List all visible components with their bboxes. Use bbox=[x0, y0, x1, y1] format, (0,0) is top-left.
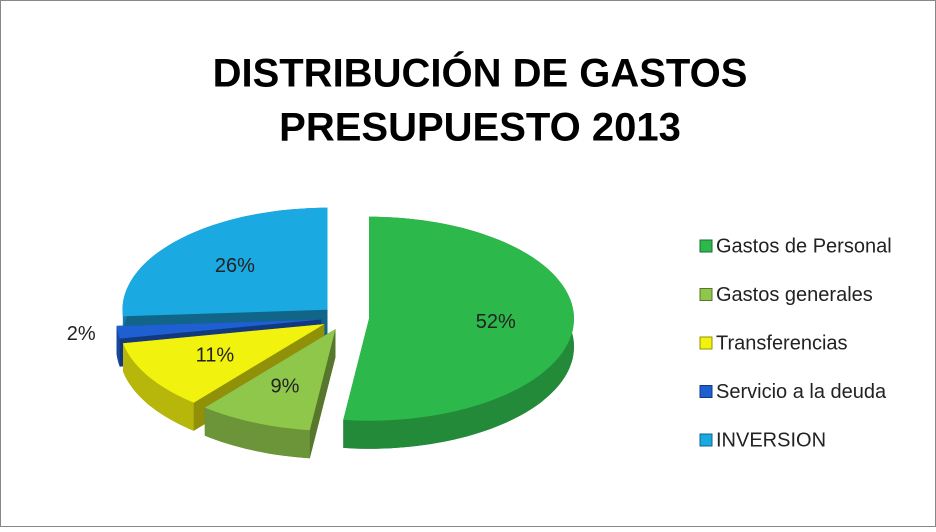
data-label: 26% bbox=[215, 255, 255, 277]
legend-label: Servicio a la deuda bbox=[716, 381, 887, 403]
legend-swatch bbox=[699, 239, 713, 253]
legend-swatch bbox=[699, 433, 713, 447]
slice-top bbox=[122, 207, 328, 317]
slice-side bbox=[309, 329, 336, 459]
pie-slice bbox=[122, 207, 328, 345]
slice-wall bbox=[204, 407, 310, 459]
legend-label: Gastos generales bbox=[716, 284, 873, 306]
data-label: 11% bbox=[196, 345, 235, 367]
slice-top bbox=[204, 329, 336, 431]
pie-slice bbox=[204, 329, 336, 459]
legend-label: Gastos de Personal bbox=[716, 235, 892, 257]
legend-swatch bbox=[699, 288, 713, 301]
legend-swatch bbox=[699, 336, 713, 350]
pie-slice bbox=[343, 216, 574, 449]
slice-wall bbox=[116, 325, 120, 367]
slice-top bbox=[116, 319, 322, 339]
chart-subtitle: PRESUPUESTO 2013 bbox=[279, 106, 681, 150]
data-label: 9% bbox=[271, 375, 300, 397]
legend-label: INVERSION bbox=[716, 429, 826, 451]
slice-top bbox=[123, 324, 325, 403]
slice-top bbox=[343, 216, 574, 421]
data-label: 2% bbox=[67, 323, 96, 345]
legend-label: Transferencias bbox=[716, 332, 848, 354]
data-label: 52% bbox=[476, 311, 516, 333]
chart-title: DISTRIBUCIÓN DE GASTOS bbox=[213, 50, 748, 96]
legend-swatch bbox=[699, 385, 713, 398]
slice-wall bbox=[123, 343, 194, 431]
